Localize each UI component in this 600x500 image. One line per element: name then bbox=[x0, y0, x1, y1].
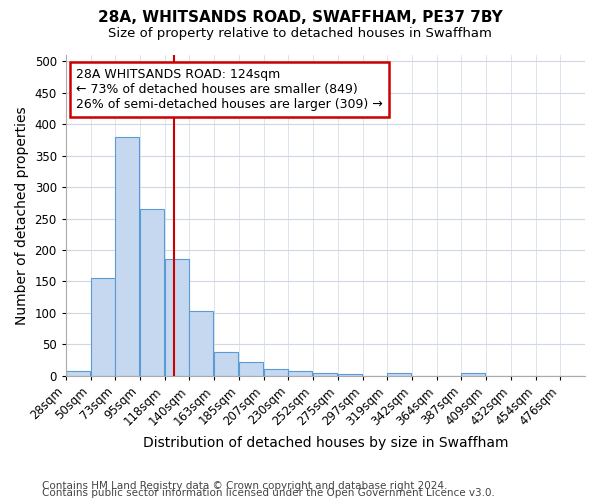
Text: 28A, WHITSANDS ROAD, SWAFFHAM, PE37 7BY: 28A, WHITSANDS ROAD, SWAFFHAM, PE37 7BY bbox=[98, 10, 502, 25]
Bar bbox=[91, 278, 115, 376]
Bar bbox=[214, 352, 238, 376]
Y-axis label: Number of detached properties: Number of detached properties bbox=[15, 106, 29, 324]
Bar bbox=[461, 372, 485, 376]
Bar bbox=[313, 372, 337, 376]
Bar bbox=[239, 362, 263, 376]
Bar bbox=[190, 311, 214, 376]
X-axis label: Distribution of detached houses by size in Swaffham: Distribution of detached houses by size … bbox=[143, 436, 508, 450]
Text: 28A WHITSANDS ROAD: 124sqm
← 73% of detached houses are smaller (849)
26% of sem: 28A WHITSANDS ROAD: 124sqm ← 73% of deta… bbox=[76, 68, 383, 111]
Bar bbox=[338, 374, 362, 376]
Bar bbox=[387, 372, 411, 376]
Bar bbox=[66, 372, 90, 376]
Bar bbox=[289, 370, 313, 376]
Text: Size of property relative to detached houses in Swaffham: Size of property relative to detached ho… bbox=[108, 28, 492, 40]
Bar bbox=[115, 137, 139, 376]
Bar bbox=[263, 370, 287, 376]
Bar bbox=[140, 209, 164, 376]
Bar bbox=[165, 260, 189, 376]
Text: Contains public sector information licensed under the Open Government Licence v3: Contains public sector information licen… bbox=[42, 488, 495, 498]
Text: Contains HM Land Registry data © Crown copyright and database right 2024.: Contains HM Land Registry data © Crown c… bbox=[42, 481, 448, 491]
